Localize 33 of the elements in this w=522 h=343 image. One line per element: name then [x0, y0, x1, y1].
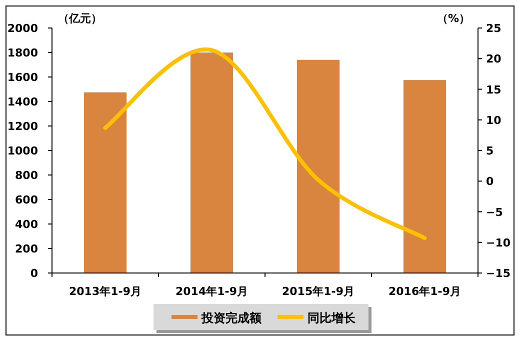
y-tick-label: 400 — [15, 218, 38, 231]
line-series — [103, 48, 427, 240]
y-tick-label: 800 — [15, 169, 38, 182]
y2-tick-label: 0 — [486, 175, 494, 188]
y-tick-label: 0 — [30, 267, 38, 280]
y-tick-label: 2000 — [7, 22, 38, 35]
x-tick-label: 2014年1-9月 — [176, 285, 248, 298]
y2-tick-label: −5 — [486, 206, 503, 219]
y-tick-label: 600 — [15, 194, 38, 206]
y-tick-label: 1400 — [7, 96, 38, 108]
x-tick-label: 2013年1-9月 — [69, 285, 142, 298]
x-tick-label: 2015年1-9月 — [282, 285, 354, 298]
bar — [403, 80, 446, 273]
y2-tick-label: −15 — [486, 267, 511, 280]
y2-tick-label: 25 — [486, 22, 502, 35]
y-tick-label: 1800 — [7, 46, 38, 60]
y-tick-label: 1200 — [7, 120, 38, 133]
y2-tick-label: 15 — [486, 83, 502, 96]
y2-tick-label: 10 — [486, 114, 502, 127]
y-tick-label: 1600 — [7, 71, 38, 84]
y2-tick-label: 20 — [486, 52, 502, 66]
y-axis-title: （亿元） — [58, 12, 102, 25]
legend-label: 同比增长 — [308, 311, 356, 325]
bar — [84, 92, 127, 273]
x-tick-label: 2016年1-9月 — [388, 285, 461, 298]
y2-axis-title: （%） — [436, 12, 470, 25]
y2-tick-label: 5 — [486, 144, 494, 158]
bar — [190, 52, 234, 273]
y-tick-label: 200 — [15, 242, 38, 256]
y-tick-label: 1000 — [7, 144, 38, 158]
y2-tick-label: −10 — [486, 236, 511, 250]
legend-label: 投资完成额 — [200, 311, 262, 325]
bar — [296, 60, 340, 273]
